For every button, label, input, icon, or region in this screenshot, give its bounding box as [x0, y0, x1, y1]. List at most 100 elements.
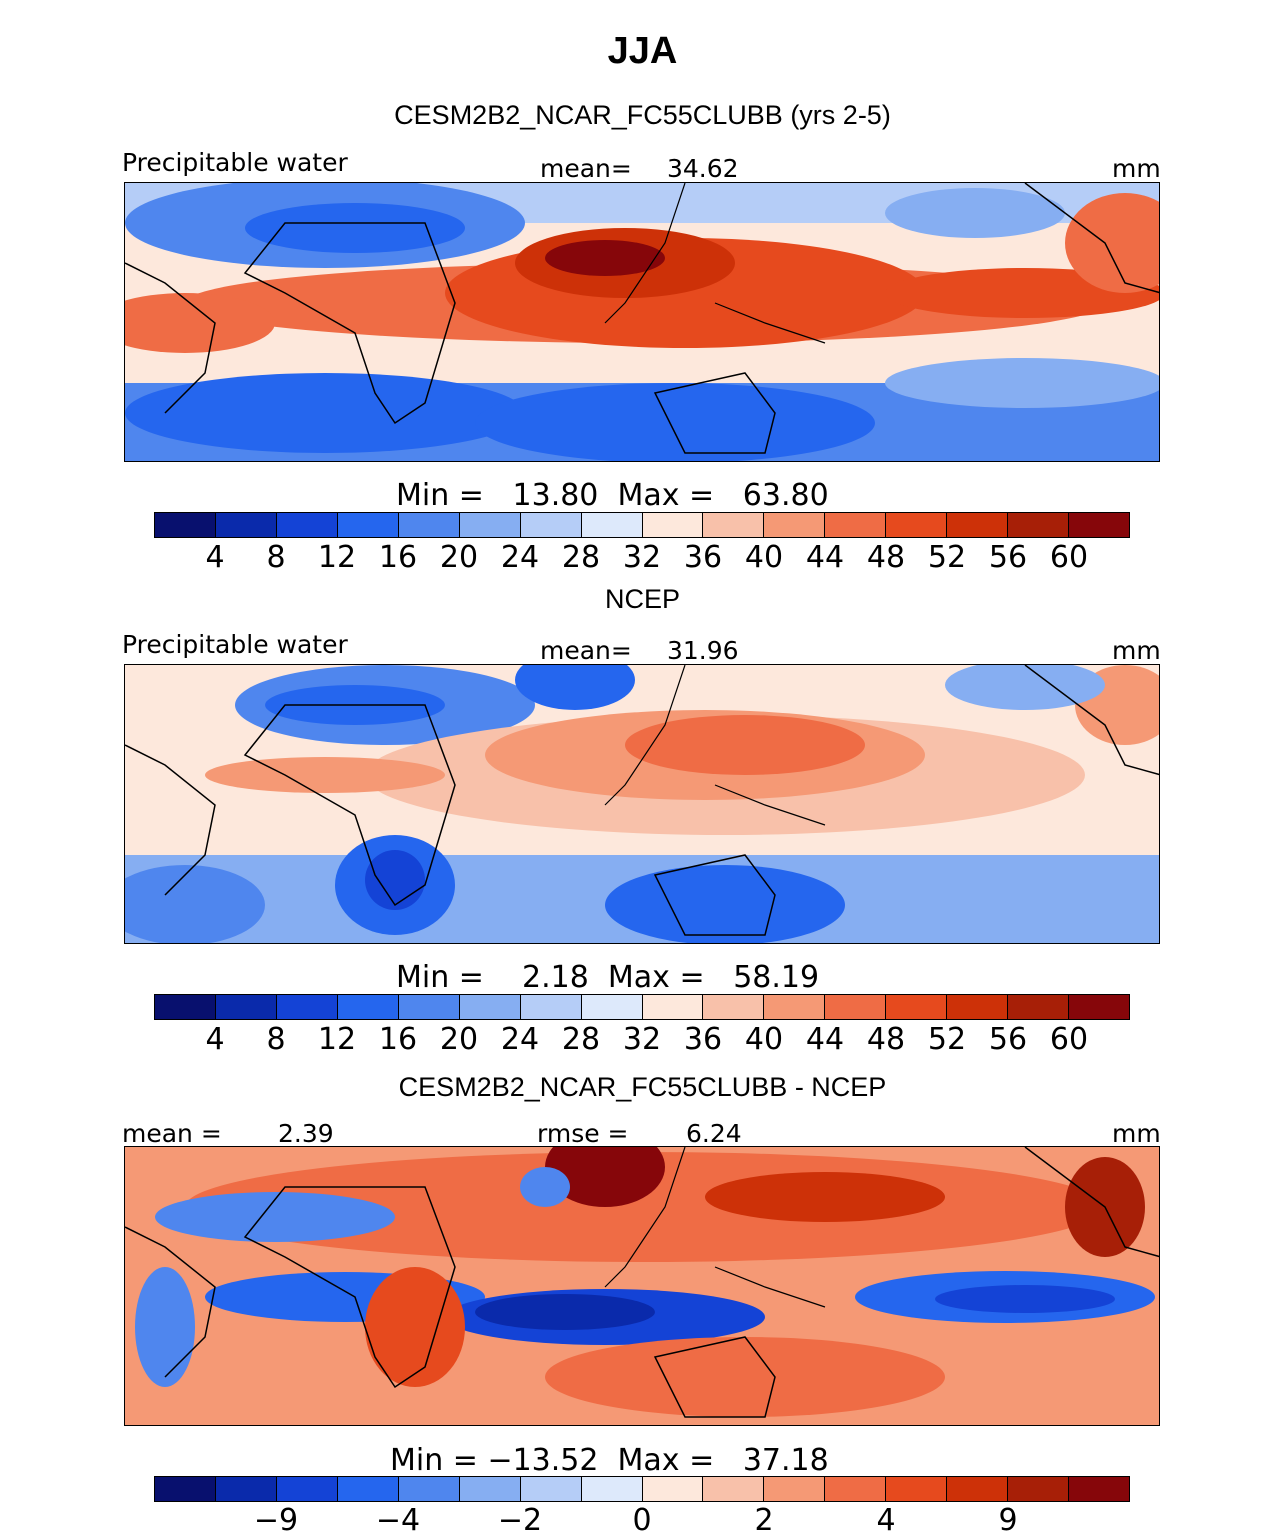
colorbar-swatch [703, 995, 765, 1019]
panel2-units: mm [1112, 636, 1161, 665]
colorbar-swatch [642, 513, 704, 537]
colorbar-tick: 56 [988, 540, 1028, 575]
colorbar-swatch [1008, 995, 1070, 1019]
panel1-colorbar [154, 512, 1130, 538]
colorbar-tick: −2 [497, 1503, 543, 1538]
colorbar-swatch [581, 513, 643, 537]
colorbar-swatch [947, 995, 1009, 1019]
colorbar-tick: 48 [866, 540, 906, 575]
panel1-units: mm [1112, 154, 1161, 183]
colorbar-swatch [1069, 1477, 1129, 1501]
colorbar-tick: 16 [378, 1022, 418, 1057]
colorbar-tick: 9 [998, 1503, 1018, 1538]
colorbar-swatch [276, 513, 338, 537]
colorbar-tick: 20 [439, 540, 479, 575]
colorbar-swatch [459, 513, 521, 537]
panel1-title: CESM2B2_NCAR_FC55CLUBB (yrs 2-5) [394, 100, 891, 130]
colorbar-swatch [642, 1477, 704, 1501]
panel1-map [124, 182, 1160, 462]
colorbar-tick: 36 [683, 540, 723, 575]
colorbar-tick: 52 [927, 540, 967, 575]
colorbar-tick: 4 [876, 1503, 896, 1538]
colorbar-tick: 8 [266, 540, 286, 575]
colorbar-swatch [703, 1477, 765, 1501]
colorbar-swatch [215, 513, 277, 537]
colorbar-swatch [520, 995, 582, 1019]
panel3-colorbar [154, 1476, 1130, 1502]
panel2-mean-label: mean= [540, 636, 632, 665]
colorbar-swatch [459, 995, 521, 1019]
colorbar-tick: 12 [317, 540, 357, 575]
colorbar-swatch [581, 995, 643, 1019]
panel3-minmax: Min = −13.52 Max = 37.18 [390, 1443, 829, 1478]
colorbar-tick: 16 [378, 540, 418, 575]
colorbar-swatch [1008, 1477, 1070, 1501]
colorbar-swatch [337, 513, 399, 537]
panel3-mean-value: 2.39 [278, 1119, 334, 1148]
colorbar-tick: 28 [561, 540, 601, 575]
colorbar-swatch [215, 995, 277, 1019]
colorbar-swatch [947, 513, 1009, 537]
colorbar-tick: 40 [744, 540, 784, 575]
panel1-variable: Precipitable water [122, 148, 348, 177]
panel2-variable: Precipitable water [122, 630, 348, 659]
panel3-rmse-label: rmse = [537, 1119, 629, 1148]
colorbar-swatch [276, 995, 338, 1019]
panel2-mean-value: 31.96 [667, 636, 739, 665]
colorbar-swatch [215, 1477, 277, 1501]
colorbar-tick: 48 [866, 1022, 906, 1057]
colorbar-tick: 60 [1049, 1022, 1089, 1057]
colorbar-tick: 8 [266, 1022, 286, 1057]
colorbar-swatch [398, 513, 460, 537]
colorbar-tick: 44 [805, 1022, 845, 1057]
panel3-colorbar-ticks: −9 −4 −2 0 2 4 9 [154, 1503, 1130, 1539]
colorbar-swatch [764, 1477, 826, 1501]
panel3-rmse-value: 6.24 [686, 1119, 742, 1148]
colorbar-tick: 2 [754, 1503, 774, 1538]
colorbar-tick: 44 [805, 540, 845, 575]
colorbar-swatch [581, 1477, 643, 1501]
panel3-units: mm [1112, 1119, 1161, 1148]
panel1-mean-value: 34.62 [667, 154, 739, 183]
colorbar-swatch [764, 513, 826, 537]
colorbar-tick: 52 [927, 1022, 967, 1057]
colorbar-tick: 60 [1049, 540, 1089, 575]
colorbar-swatch [825, 995, 887, 1019]
colorbar-tick: 4 [205, 540, 225, 575]
colorbar-swatch [642, 995, 704, 1019]
colorbar-swatch [703, 513, 765, 537]
colorbar-tick: 40 [744, 1022, 784, 1057]
panel3-map [124, 1146, 1160, 1426]
colorbar-tick: −9 [253, 1503, 299, 1538]
colorbar-swatch [398, 995, 460, 1019]
colorbar-tick: 4 [205, 1022, 225, 1057]
colorbar-swatch [337, 1477, 399, 1501]
panel1-mean-label: mean= [540, 154, 632, 183]
colorbar-tick: 12 [317, 1022, 357, 1057]
colorbar-tick: 32 [622, 1022, 662, 1057]
colorbar-swatch [886, 513, 948, 537]
colorbar-swatch [155, 995, 216, 1019]
colorbar-swatch [1008, 513, 1070, 537]
colorbar-tick: −4 [375, 1503, 421, 1538]
colorbar-tick: 28 [561, 1022, 601, 1057]
colorbar-swatch [155, 513, 216, 537]
colorbar-tick: 24 [500, 1022, 540, 1057]
colorbar-swatch [1069, 513, 1129, 537]
colorbar-swatch [276, 1477, 338, 1501]
colorbar-tick: 24 [500, 540, 540, 575]
colorbar-swatch [947, 1477, 1009, 1501]
panel2-title: NCEP [604, 584, 680, 614]
panel2-minmax: Min = 2.18 Max = 58.19 [396, 960, 820, 995]
panel1-minmax: Min = 13.80 Max = 63.80 [396, 478, 829, 513]
colorbar-swatch [398, 1477, 460, 1501]
colorbar-tick: 0 [632, 1503, 652, 1538]
colorbar-tick: 56 [988, 1022, 1028, 1057]
colorbar-swatch [825, 1477, 887, 1501]
figure-title: JJA [607, 30, 678, 72]
panel1-colorbar-ticks: 4 8 12 16 20 24 28 32 36 40 44 48 52 56 … [154, 540, 1130, 576]
colorbar-swatch [337, 995, 399, 1019]
panel3-title: CESM2B2_NCAR_FC55CLUBB - NCEP [398, 1072, 887, 1102]
colorbar-swatch [764, 995, 826, 1019]
colorbar-tick: 36 [683, 1022, 723, 1057]
